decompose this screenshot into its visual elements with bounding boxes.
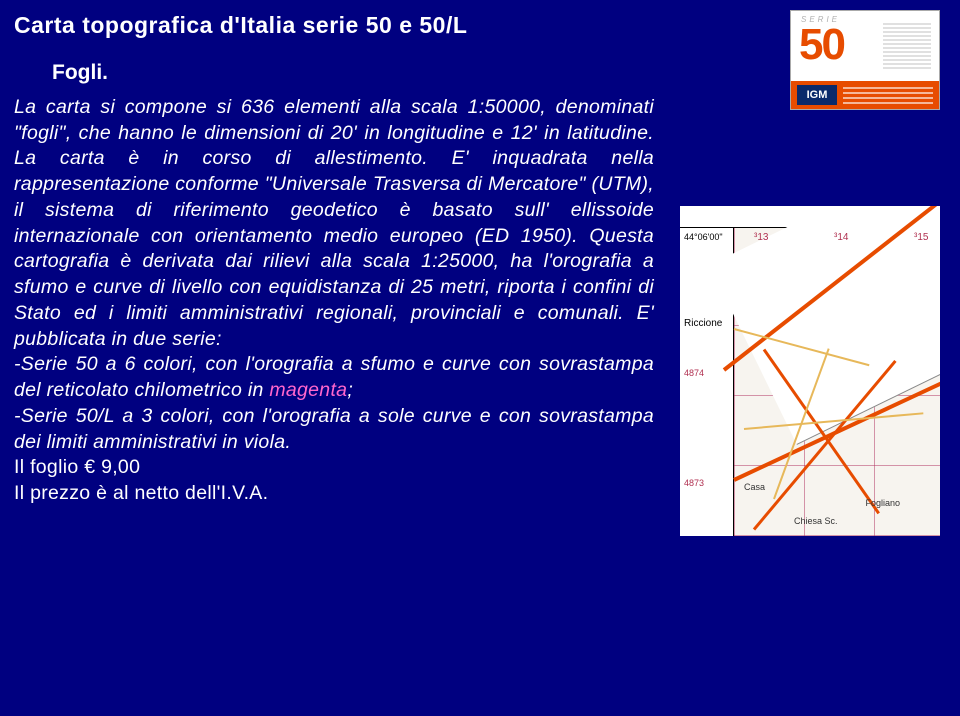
right-column: SERIE 50 IGM 44°06'00" 12°40'00" 44°06'0… xyxy=(680,10,940,536)
magenta-word: magenta xyxy=(269,379,347,401)
text-column: Carta topografica d'Italia serie 50 e 50… xyxy=(14,12,654,507)
series-logo: SERIE 50 IGM xyxy=(790,10,940,110)
body-list-item-2: -Serie 50/L a 3 colori, con l'orografia … xyxy=(14,405,654,453)
body-list-item-1c: ; xyxy=(347,379,353,401)
coastline xyxy=(709,206,940,445)
page-subtitle: Fogli. xyxy=(52,61,654,85)
body-text: La carta si compone si 636 elementi alla… xyxy=(14,95,654,507)
map-thumbnail: 44°06'00" 12°40'00" 44°06'00" Riccione 4… xyxy=(680,206,940,536)
logo-footer: IGM xyxy=(791,81,939,109)
map-grid-4874: 4874 xyxy=(684,368,704,378)
price-note: Il prezzo è al netto dell'I.V.A. xyxy=(14,482,268,504)
igm-badge: IGM xyxy=(797,85,837,105)
map-grid-4873: 4873 xyxy=(684,478,704,488)
town-label: Fogliano xyxy=(865,498,900,508)
map-body: ³13 ³14 ³15 Fogliano Chiesa Sc. Casa xyxy=(734,228,940,536)
page-title: Carta topografica d'Italia serie 50 e 50… xyxy=(14,12,654,39)
logo-number: 50 xyxy=(799,23,844,67)
grid-label-14: ³14 xyxy=(834,232,848,243)
town-label: Chiesa Sc. xyxy=(794,516,838,526)
grid-label-15: ³15 xyxy=(914,232,928,243)
barcode-icon xyxy=(883,21,931,69)
map-coord-lat: 44°06'00" xyxy=(684,232,723,242)
price-line: Il foglio € 9,00 xyxy=(14,456,140,478)
town-label: Casa xyxy=(744,482,765,492)
body-paragraph: La carta si compone si 636 elementi alla… xyxy=(14,96,654,350)
grid-label-13: ³13 xyxy=(754,232,768,243)
igm-text-lines xyxy=(843,86,933,104)
map-city-label: Riccione xyxy=(684,318,722,329)
